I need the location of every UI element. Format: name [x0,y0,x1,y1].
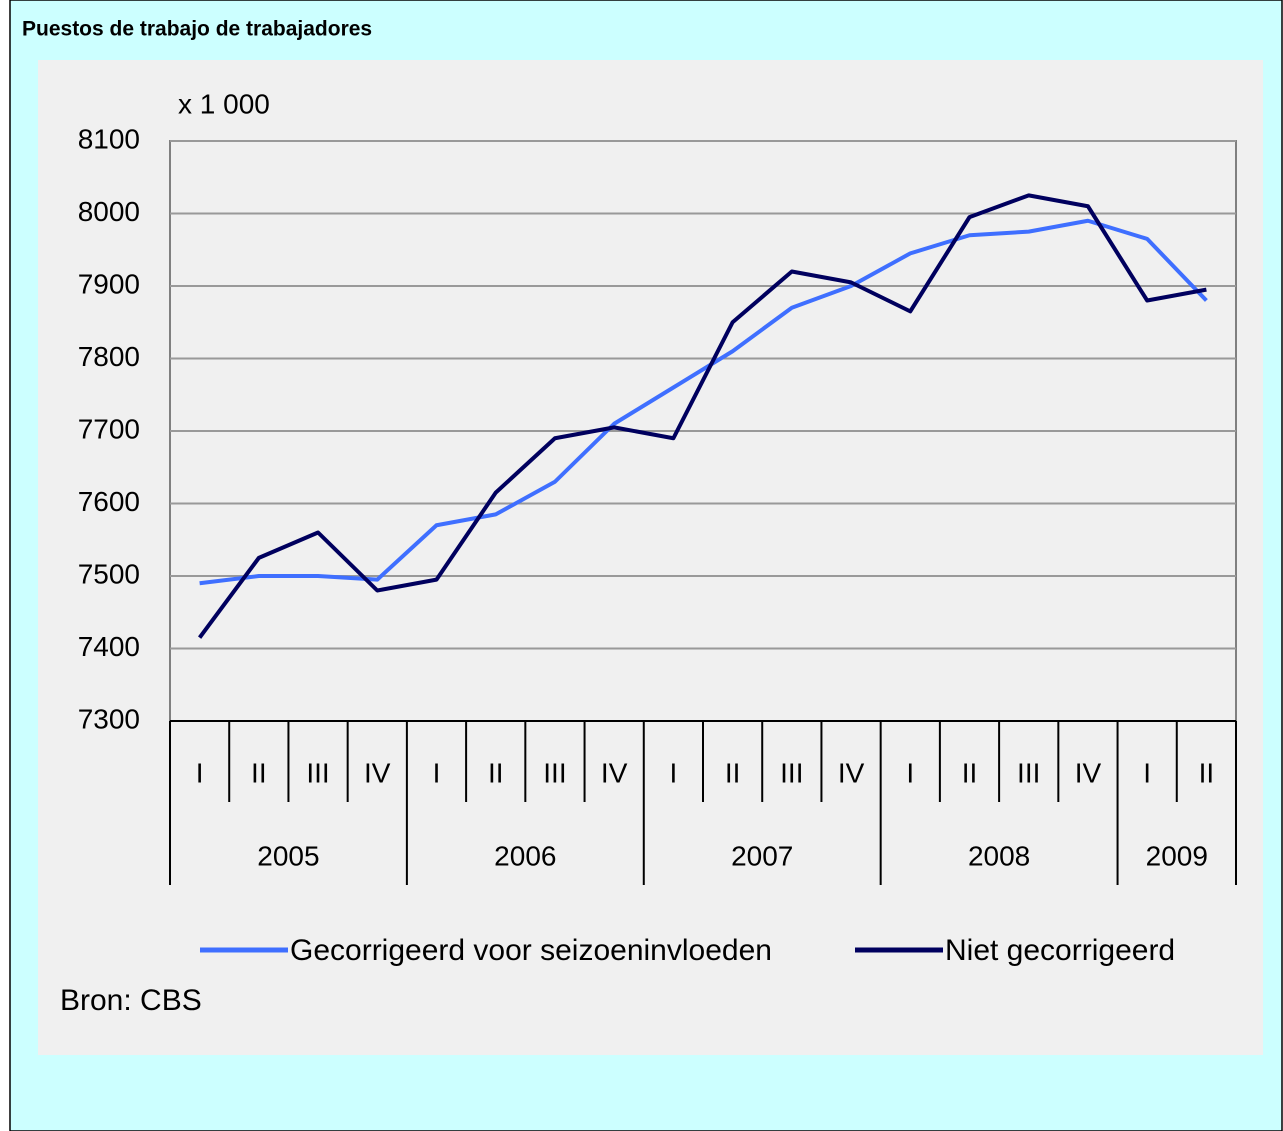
x-tick-label: II [1199,757,1215,788]
x-tick-label: III [543,757,566,788]
x-tick-label: IV [364,757,391,788]
unit-label: x 1 000 [178,88,270,119]
x-tick-label: II [962,757,978,788]
x-tick-label: II [725,757,741,788]
x-tick-label: I [906,757,914,788]
x-tick-label: IV [838,757,865,788]
year-label: 2006 [494,840,556,871]
x-tick-label: IV [1075,757,1102,788]
legend-label: Gecorrigeerd voor seizoeninvloeden [290,934,772,967]
y-tick-label: 7400 [78,631,140,662]
y-tick-label: 8000 [78,196,140,227]
x-tick-label: I [669,757,677,788]
y-tick-label: 7800 [78,341,140,372]
x-tick-label: III [780,757,803,788]
y-tick-label: 7700 [78,413,140,444]
year-label: 2005 [257,840,319,871]
y-tick-label: 7900 [78,268,140,299]
y-tick-label: 7500 [78,558,140,589]
year-label: 2009 [1146,840,1208,871]
year-label: 2007 [731,840,793,871]
source: Bron: CBS [60,984,202,1017]
series-line [198,193,1207,639]
year-label: 2008 [968,840,1030,871]
x-tick-label: III [306,757,329,788]
x-tick-label: IV [601,757,628,788]
x-tick-label: I [1143,757,1151,788]
x-tick-label: I [433,757,441,788]
x-tick-label: II [488,757,504,788]
x-tick-label: II [251,757,267,788]
legend-label: Niet gecorrigeerd [945,934,1175,967]
chart-title: Puestos de trabajo de trabajadores [22,18,372,41]
y-tick-label: 7600 [78,486,140,517]
y-tick-label: 7300 [78,703,140,734]
y-tick-label: 8100 [78,123,140,154]
x-tick-label: I [196,757,204,788]
x-tick-label: III [1017,757,1040,788]
